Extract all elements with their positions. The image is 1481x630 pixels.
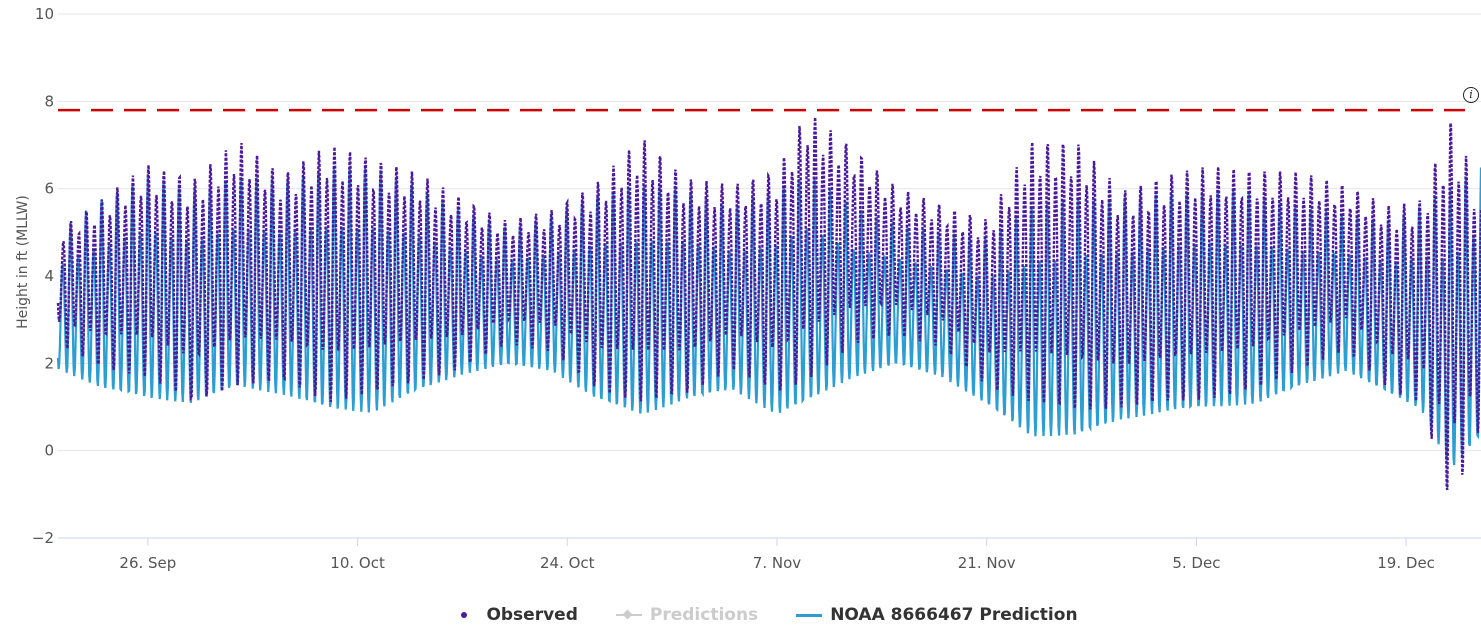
tide-chart: −2 0 2 4 6 8 10 26. Sep 10. Oct 24. Oct 7. Nov 21. … [15, 5, 1481, 572]
x-tick-label: 21. Nov [958, 554, 1016, 572]
observed-series-line [56, 117, 1481, 491]
y-tick-label: 4 [44, 267, 54, 285]
x-tick-label: 10. Oct [330, 554, 385, 572]
y-tick-label: 2 [44, 354, 54, 372]
y-tick-label: 10 [35, 5, 54, 23]
diamond-legend-icon [615, 608, 642, 622]
axis-layer: −2 0 2 4 6 8 10 26. Sep 10. Oct 24. Oct 7. Nov 21. … [32, 5, 1481, 572]
y-tick-label: 8 [44, 92, 54, 110]
x-tick-label: 24. Oct [540, 554, 595, 572]
legend-item-predictions[interactable]: Predictions [615, 605, 759, 625]
legend-label: Predictions [649, 605, 759, 625]
legend-item-observed[interactable]: Observed [452, 605, 578, 625]
dot-legend-icon [452, 608, 478, 622]
info-circle-icon[interactable]: i [1463, 87, 1479, 103]
x-tick-label: 19. Dec [1377, 554, 1435, 572]
x-tick-label: 7. Nov [753, 554, 801, 572]
y-tick-label: 0 [44, 442, 54, 460]
x-tick-label: 26. Sep [119, 554, 176, 572]
y-tick-label: −2 [32, 529, 54, 547]
line-legend-icon [796, 608, 823, 622]
y-axis-title: Height in ft (MLLW) [15, 195, 31, 329]
legend-item-noaa-prediction[interactable]: NOAA 8666467 Prediction [796, 605, 1078, 625]
y-tick-label: 6 [44, 180, 54, 198]
legend: Observed Predictions NOAA 8666467 Predicti… [0, 600, 1481, 630]
legend-label: Observed [486, 605, 578, 625]
x-tick-label: 5. Dec [1172, 554, 1220, 572]
series-layer [56, 117, 1481, 491]
legend-label: NOAA 8666467 Prediction [830, 605, 1078, 625]
